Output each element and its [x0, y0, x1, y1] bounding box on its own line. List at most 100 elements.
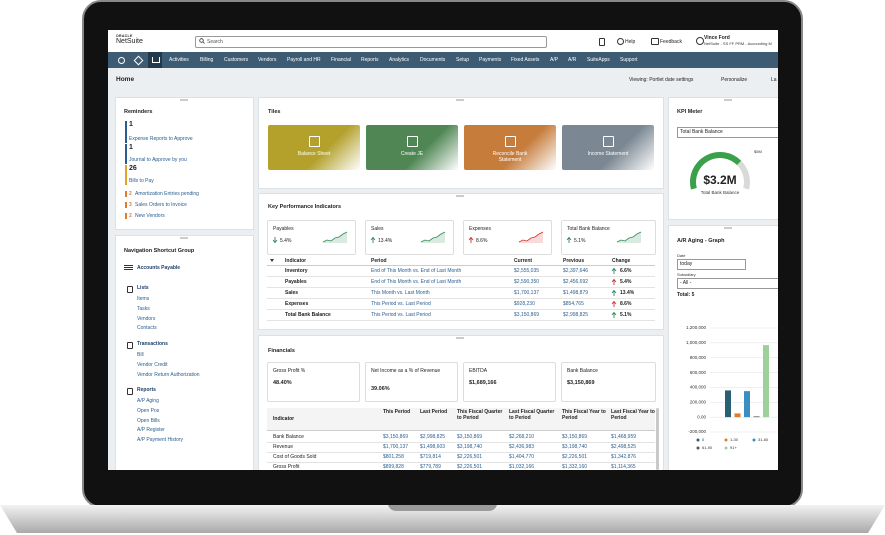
nav-item[interactable]: Analytics [389, 57, 410, 63]
shortcut-link[interactable]: Vendor Credit [137, 361, 168, 368]
reminder-label[interactable]: Journal to Approve by you [129, 157, 187, 163]
fin-cell[interactable]: $1,332,160 [562, 464, 588, 470]
kpi-cell[interactable]: $854,765 [563, 301, 584, 307]
fin-cell[interactable]: $2,226,501 [457, 464, 483, 470]
nav-item[interactable]: A/P [550, 57, 559, 63]
nav-item[interactable]: Vendors [258, 57, 277, 63]
fin-cell[interactable]: $2,226,501 [457, 454, 483, 460]
user-name[interactable]: Vince Ford [704, 35, 730, 41]
nav-item[interactable]: Activities [169, 57, 189, 63]
fin-cell[interactable]: $3,198,740 [457, 444, 483, 450]
reminder-label[interactable]: Bills to Pay [129, 178, 154, 184]
fin-cell[interactable]: $779,789 [420, 464, 441, 470]
kpi-cell[interactable]: This Month vs. Last Month [371, 290, 430, 296]
nav-item[interactable]: Payroll and HR [287, 57, 321, 63]
fin-cell[interactable]: $3,150,869 [457, 434, 483, 440]
reminder-count[interactable]: 2 [129, 191, 132, 197]
shortcut-group[interactable]: Transactions [137, 341, 168, 347]
shortcut-link[interactable]: A/P Register [137, 427, 165, 434]
date-input[interactable] [677, 259, 746, 270]
fin-cell[interactable]: $1,404,770 [509, 454, 535, 460]
reminder-count[interactable]: 26 [129, 165, 137, 172]
fin-cell[interactable]: $1,700,137 [383, 444, 409, 450]
tile[interactable] [562, 125, 654, 170]
viewing[interactable]: Viewing: Portlet date settings [629, 77, 694, 83]
fin-cell[interactable]: $3,150,869 [562, 434, 588, 440]
nav-item[interactable]: Financial [331, 57, 352, 63]
nav-item[interactable]: Setup [456, 57, 470, 63]
nav-item[interactable]: SuiteApps [587, 57, 610, 63]
reminder-label[interactable]: Expense Reports to Approve [129, 136, 193, 142]
select-value[interactable]: Total Bank Balance [680, 129, 723, 135]
feedback[interactable]: Feedback [660, 39, 682, 45]
fin-cell[interactable]: $2,498,525 [611, 444, 637, 450]
kpi-cell[interactable]: $2,397,646 [563, 268, 589, 274]
fin-cell[interactable]: $2,226,501 [562, 454, 588, 460]
tile-label[interactable]: Create JE [400, 151, 424, 157]
shortcut-group[interactable]: Lists [137, 285, 149, 291]
reminder-label[interactable]: New Vendors [135, 213, 165, 219]
fin-cell[interactable]: $1,498,603 [420, 444, 446, 450]
fin-cell[interactable]: $3,150,869 [383, 434, 409, 440]
shortcut-link[interactable]: Vendor Return Authorization [137, 371, 200, 378]
nav-item[interactable]: Documents [420, 57, 446, 63]
tile-label[interactable]: Income Statement [587, 151, 629, 157]
kpi-cell[interactable]: $2,590,350 [514, 279, 540, 285]
layout[interactable]: La [771, 77, 777, 83]
fin-cell[interactable]: $1,032,166 [509, 464, 535, 470]
nav-item[interactable]: Customers [224, 57, 249, 63]
fin-cell[interactable]: $1,114,365 [611, 464, 636, 470]
kpi-cell[interactable]: This Period vs. Last Period [371, 312, 431, 318]
kpi-cell[interactable]: $2,456,692 [563, 279, 589, 285]
nav-item[interactable]: Billing [200, 57, 214, 63]
kpi-cell[interactable]: $3,150,869 [514, 312, 540, 318]
shortcut-link[interactable]: Open Pos [137, 407, 160, 414]
reminder-label[interactable]: Amortization Entries pending [135, 191, 199, 197]
kpi-cell[interactable]: End of This Month vs. End of Last Month [371, 279, 462, 285]
kpi-cell[interactable]: $1,700,137 [514, 290, 540, 296]
tile[interactable] [464, 125, 556, 170]
shortcut-link[interactable]: Vendors [137, 315, 156, 322]
recent-icon[interactable] [118, 57, 125, 64]
fin-cell[interactable]: $2,436,983 [509, 444, 535, 450]
nav-item[interactable]: Fixed Assets [511, 57, 540, 63]
shortcut-link[interactable]: Bill [137, 352, 144, 358]
shortcut-main[interactable]: Accounts Payable [137, 265, 181, 271]
kpi-cell[interactable]: $2,998,825 [563, 312, 589, 318]
subsidiary-value[interactable]: - All - [680, 280, 692, 286]
nav-item[interactable]: A/R [568, 57, 577, 63]
shortcut-group[interactable]: Reports [137, 387, 156, 393]
fin-cell[interactable]: $1,468,959 [611, 434, 637, 440]
shortcut-link[interactable]: Tasks [137, 305, 150, 312]
reminder-count[interactable]: 3 [129, 202, 132, 208]
home-tab[interactable] [148, 52, 162, 68]
shortcut-link[interactable]: Items [137, 296, 150, 302]
shortcut-link[interactable]: Open Bills [137, 417, 160, 424]
search-box[interactable] [195, 36, 547, 48]
tile-label[interactable]: Reconcile Bank Statement [492, 151, 528, 163]
tile[interactable] [366, 125, 458, 170]
subsidiary-select[interactable] [677, 278, 778, 289]
help[interactable]: Help [625, 39, 636, 45]
fin-cell[interactable]: $2,268,210 [509, 434, 535, 440]
kpi-cell[interactable]: $928,230 [514, 301, 535, 307]
reminder-count[interactable]: 1 [129, 144, 133, 151]
fin-cell[interactable]: $899,828 [383, 464, 404, 470]
shortcut-link[interactable]: A/P Payment History [137, 437, 184, 444]
tile[interactable] [268, 125, 360, 170]
nav-item[interactable]: Support [620, 57, 638, 63]
kpi-cell[interactable]: End of This Month vs. End of Last Month [371, 268, 462, 274]
nav-item[interactable]: Reports [361, 57, 379, 63]
reminder-label[interactable]: Sales Orders to Invoice [135, 202, 187, 208]
fin-cell[interactable]: $1,342,876 [611, 454, 637, 460]
shortcut-link[interactable]: A/P Aging [137, 398, 159, 404]
select-box[interactable] [677, 127, 778, 138]
nav-item[interactable]: Payments [479, 57, 502, 63]
fin-cell[interactable]: $719,814 [420, 454, 441, 460]
fin-cell[interactable]: $801,258 [383, 454, 404, 460]
reminder-count[interactable]: 1 [129, 121, 133, 128]
search-placeholder[interactable]: Search [207, 39, 223, 45]
shortcut-link[interactable]: Contacts [137, 325, 157, 332]
kpi-cell[interactable]: $1,498,879 [563, 290, 589, 296]
date-value[interactable]: today [680, 261, 693, 267]
